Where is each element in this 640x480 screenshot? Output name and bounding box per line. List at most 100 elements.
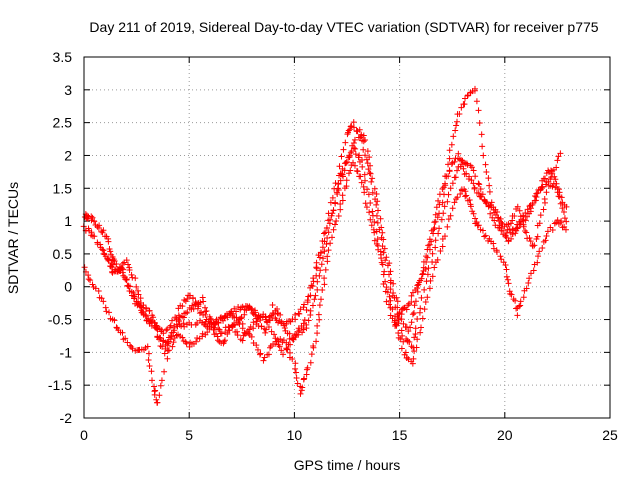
data-point [156, 334, 163, 341]
data-point [426, 285, 433, 292]
data-point [323, 240, 330, 247]
data-point [330, 226, 337, 233]
data-point [417, 305, 424, 312]
data-point [119, 329, 126, 336]
data-point [398, 316, 405, 323]
chart-title: Day 211 of 2019, Sidereal Day-to-day VTE… [89, 19, 598, 35]
data-point [262, 313, 269, 320]
y-tick-label: 1.5 [53, 180, 73, 196]
data-point [526, 275, 533, 282]
data-point [435, 230, 442, 237]
data-point [386, 271, 393, 278]
data-point [360, 146, 367, 153]
data-point [381, 245, 388, 252]
data-point [287, 341, 294, 348]
data-point [377, 251, 384, 258]
data-point [498, 256, 505, 263]
data-point [402, 349, 409, 356]
data-point [334, 190, 341, 197]
data-point [399, 332, 406, 339]
data-point [544, 228, 551, 235]
data-point [481, 233, 488, 240]
data-point [156, 392, 163, 399]
data-point [412, 330, 419, 337]
data-point [242, 330, 249, 337]
data-point [523, 285, 530, 292]
data-point [456, 111, 463, 118]
data-point [294, 380, 301, 387]
data-point [364, 186, 371, 193]
data-point [369, 212, 376, 219]
data-point [445, 173, 452, 180]
data-point [394, 298, 401, 305]
data-point [183, 340, 190, 347]
data-point [221, 338, 228, 345]
data-point [241, 311, 248, 318]
data-point [313, 265, 320, 272]
data-point [215, 325, 222, 332]
data-point [360, 138, 367, 145]
data-point [424, 271, 431, 278]
data-point [561, 215, 568, 222]
data-point [321, 248, 328, 255]
data-point [260, 357, 267, 364]
data-point [213, 316, 220, 323]
data-point [335, 180, 342, 187]
data-point [361, 171, 368, 178]
data-point [502, 261, 509, 268]
data-point [87, 277, 94, 284]
data-point [343, 183, 350, 190]
data-point [379, 229, 386, 236]
data-point [390, 290, 397, 297]
data-point [444, 198, 451, 205]
data-point [380, 281, 387, 288]
data-point [135, 301, 142, 308]
data-point [461, 101, 468, 108]
data-point [383, 284, 390, 291]
data-point [313, 338, 320, 345]
data-point [479, 227, 486, 234]
data-point [415, 281, 422, 288]
data-point [354, 168, 361, 175]
data-point [524, 213, 531, 220]
data-point [417, 277, 424, 284]
data-point [431, 219, 438, 226]
data-point [318, 296, 325, 303]
data-point [437, 247, 444, 254]
data-point [199, 330, 206, 337]
data-point [148, 319, 155, 326]
data-point [119, 260, 126, 267]
data-point [352, 151, 359, 158]
data-point [316, 316, 323, 323]
data-point [542, 237, 549, 244]
data-point [92, 285, 99, 292]
data-point [452, 174, 459, 181]
data-point [103, 308, 110, 315]
data-point [100, 247, 107, 254]
data-point [514, 224, 521, 231]
data-point [427, 277, 434, 284]
data-point [414, 282, 421, 289]
plot-frame [83, 56, 611, 419]
data-point [371, 185, 378, 192]
data-point [557, 219, 564, 226]
data-point [179, 303, 186, 310]
data-point [542, 175, 549, 182]
data-point [166, 347, 173, 354]
data-point [446, 155, 453, 162]
data-point [426, 236, 433, 243]
data-point [563, 218, 570, 225]
series-track-b [81, 159, 569, 406]
data-point [472, 173, 479, 180]
data-point [507, 290, 514, 297]
data-point [371, 237, 378, 244]
data-point [324, 235, 331, 242]
data-point [533, 194, 540, 201]
data-point [216, 326, 223, 333]
data-point [318, 261, 325, 268]
data-point [345, 170, 352, 177]
data-point [418, 294, 425, 301]
data-point [411, 302, 418, 309]
data-point [145, 356, 152, 363]
data-point [171, 323, 178, 330]
